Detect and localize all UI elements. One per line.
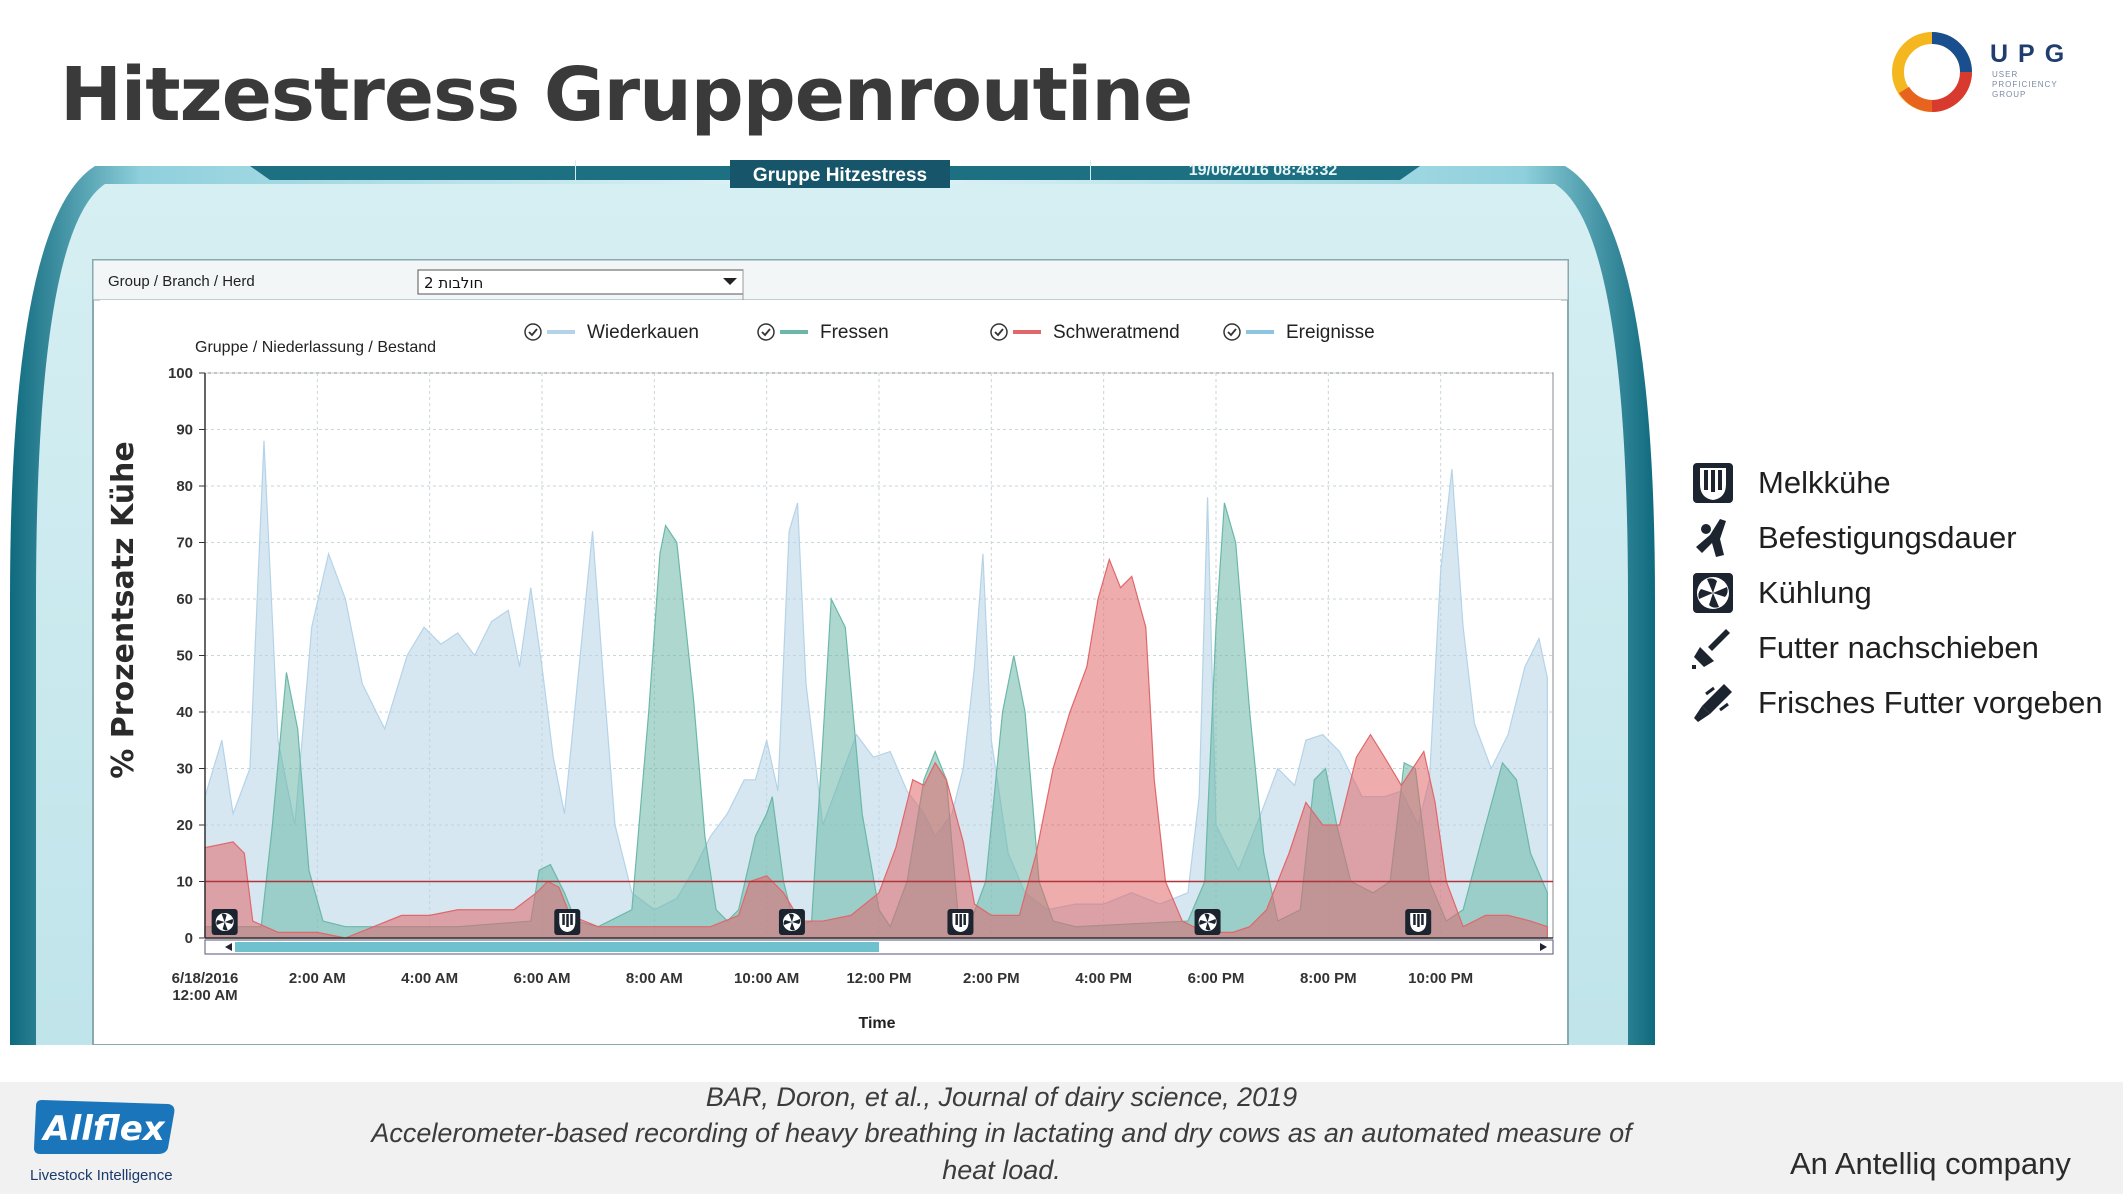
herd-select-value: חולבות 2 <box>424 274 483 292</box>
legend-item-wiederkauen[interactable]: Wiederkauen <box>524 322 699 343</box>
allflex-logo: Allflex <box>34 1100 175 1154</box>
legend-label: Fressen <box>820 322 889 343</box>
x-tick-label: 6/18/2016 <box>172 970 239 987</box>
melkkuehe-event-icon <box>947 909 974 935</box>
tab-title: Gruppe Hitzestress <box>753 165 927 186</box>
svg-text:Allflex: Allflex <box>40 1109 165 1149</box>
y-tick-label: 30 <box>176 761 193 778</box>
legend-label: Futter nachschieben <box>1758 629 2039 665</box>
kuehlung-event-icon <box>1194 909 1221 935</box>
legend-label: Kühlung <box>1758 574 1872 610</box>
y-tick-label: 20 <box>176 817 193 834</box>
citation-line-1: BAR, Doron, et al., Journal of dairy sci… <box>705 1082 1298 1112</box>
x-tick-label: 4:00 AM <box>401 970 458 987</box>
check-icon <box>990 323 1008 341</box>
x-axis-label: Time <box>858 1015 895 1032</box>
check-icon <box>757 323 775 341</box>
y-tick-label: 50 <box>176 648 193 665</box>
x-tick-label: 6:00 AM <box>514 970 571 987</box>
x-tick-label: 10:00 PM <box>1408 970 1473 987</box>
y-tick-label: 60 <box>176 591 193 608</box>
citation-line-3: heat load. <box>942 1155 1061 1185</box>
legend-item-frisches-futter: Frisches Futter vorgeben <box>1690 675 2110 730</box>
y-tick-label: 70 <box>176 535 193 552</box>
scrollbar-thumb <box>235 942 879 952</box>
x-tick-label: 8:00 PM <box>1300 970 1357 987</box>
melkkuehe-icon <box>1693 462 1733 503</box>
befestigungsdauer-icon <box>1696 518 1726 557</box>
legend-item-kuehlung: Kühlung <box>1690 565 2110 620</box>
y-axis-label: % Prozentsatz Kühe <box>106 441 141 779</box>
legend-item-futter-nachschieben: Futter nachschieben <box>1690 620 2110 675</box>
check-icon <box>1223 323 1241 341</box>
y-tick-label: 90 <box>176 422 193 439</box>
legend-item-befestigungsdauer: Befestigungsdauer <box>1690 510 2110 565</box>
y-tick-label: 10 <box>176 874 193 891</box>
legend-label: Melkkühe <box>1758 464 1891 500</box>
x-tick-label: 2:00 AM <box>289 970 346 987</box>
software-screenshot: Gruppe Hitzestress 19/06/2016 08:48:32 G… <box>10 160 1655 1045</box>
antelliq-label: An Antelliq company <box>1790 1146 2071 1181</box>
chart-legend: Wiederkauen Fressen Schweratmend Ereignisse <box>524 322 1375 343</box>
chevron-down-icon[interactable] <box>723 278 737 285</box>
y-tick-label: 80 <box>176 478 193 495</box>
legend-label: Schweratmend <box>1053 322 1180 343</box>
kuehlung-icon <box>1693 572 1733 613</box>
legend-item-melkkuehe: Melkkühe <box>1690 455 2110 510</box>
x-tick-label: 6:00 PM <box>1188 970 1245 987</box>
y-tick-label: 0 <box>185 930 193 947</box>
slide-title: Hitzestress Gruppenroutine <box>60 52 1193 138</box>
y-tick-label: 100 <box>168 365 193 382</box>
upg-letters: UPG <box>1990 40 2075 68</box>
filter-label: Group / Branch / Herd <box>108 273 255 290</box>
check-icon <box>524 323 542 341</box>
y-tick-label: 40 <box>176 704 193 721</box>
kuehlung-event-icon <box>778 909 805 935</box>
upg-subtitle: USER PROFICIENCY GROUP <box>1992 70 2058 99</box>
legend-label: Frisches Futter vorgeben <box>1758 684 2103 720</box>
footer-bar <box>0 1082 2123 1194</box>
legend-item-fressen[interactable]: Fressen <box>757 322 889 343</box>
event-icon-legend: Melkkühe Befestigungsdauer Kühlung Futte… <box>1690 455 2110 730</box>
futter-nachschieben-icon <box>1692 628 1730 669</box>
tab-gruppe-hitzestress[interactable] <box>730 160 950 188</box>
chart-subtitle: Gruppe / Niederlassung / Bestand <box>195 339 436 356</box>
timestamp: 19/06/2016 08:48:32 <box>1189 162 1338 179</box>
x-tick-label: 10:00 AM <box>734 970 799 987</box>
legend-item-ereignisse[interactable]: Ereignisse <box>1223 322 1375 343</box>
melkkuehe-event-icon <box>554 909 581 935</box>
x-tick-label: 2:00 PM <box>963 970 1020 987</box>
kuehlung-event-icon <box>211 909 238 935</box>
x-tick-label: 12:00 AM <box>172 987 237 1004</box>
legend-label: Wiederkauen <box>587 322 699 343</box>
legend-item-schweratmend[interactable]: Schweratmend <box>990 322 1180 343</box>
melkkuehe-event-icon <box>1405 909 1432 935</box>
x-tick-label: 4:00 PM <box>1075 970 1132 987</box>
upg-logo <box>1892 32 1972 112</box>
allflex-tagline: Livestock Intelligence <box>30 1167 173 1184</box>
series-area-schweratmend <box>204 557 1548 939</box>
citation-line-2: Accelerometer-based recording of heavy b… <box>371 1118 1632 1148</box>
x-tick-label: 12:00 PM <box>846 970 911 987</box>
legend-label: Ereignisse <box>1286 322 1375 343</box>
legend-label: Befestigungsdauer <box>1758 519 2017 555</box>
frisches-futter-icon <box>1694 683 1732 722</box>
scroll-left-icon <box>225 943 232 951</box>
scroll-right-icon <box>1540 943 1547 951</box>
x-tick-label: 8:00 AM <box>626 970 683 987</box>
